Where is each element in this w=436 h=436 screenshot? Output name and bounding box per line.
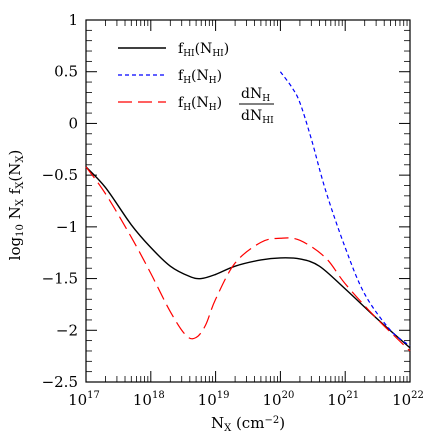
series-line-2 — [279, 71, 411, 347]
x-tick-label: 1017 — [68, 390, 100, 409]
axis-ticks — [85, 19, 411, 383]
x-axis-title: NX (cm−2) — [211, 414, 285, 434]
legend-fraction-numerator: dNH — [241, 86, 270, 104]
x-tick-labels: 1017 1018 1019 1020 1021 1022 — [68, 390, 424, 409]
series-layer — [85, 71, 411, 352]
x-tick-label: 1019 — [198, 390, 230, 409]
series-line-3 — [85, 166, 411, 352]
y-tick-label: −0.5 — [42, 166, 78, 184]
y-tick-label: 0 — [68, 114, 78, 132]
y-tick-label: 1 — [68, 11, 78, 29]
series-line-1 — [85, 166, 411, 349]
legend-label-fhi: fHI(NHI) — [178, 41, 229, 59]
x-tick-label: 1021 — [327, 390, 359, 409]
y-tick-label: −2 — [56, 321, 78, 339]
y-tick-labels: 1 0.5 0 −0.5 −1 −1.5 −2 −2.5 — [42, 11, 78, 391]
y-axis-title: log10 NX fX(NX) — [6, 150, 26, 261]
y-tick-label: −2.5 — [42, 373, 78, 391]
y-tick-label: 0.5 — [54, 63, 78, 81]
x-tick-label: 1020 — [262, 390, 294, 409]
legend-label-fh-jacobian: fH(NH) — [178, 95, 222, 113]
y-tick-label: −1.5 — [42, 270, 78, 288]
legend: fHI(NHI) fH(NH) fH(NH) dNH dNHI — [118, 41, 274, 126]
y-tick-label: −1 — [56, 218, 78, 236]
legend-label-fh: fH(NH) — [178, 68, 222, 86]
x-tick-label: 1022 — [392, 390, 424, 409]
legend-fraction-denominator: dNHI — [241, 108, 274, 126]
x-tick-label: 1018 — [133, 390, 165, 409]
plot-frame — [85, 19, 411, 383]
